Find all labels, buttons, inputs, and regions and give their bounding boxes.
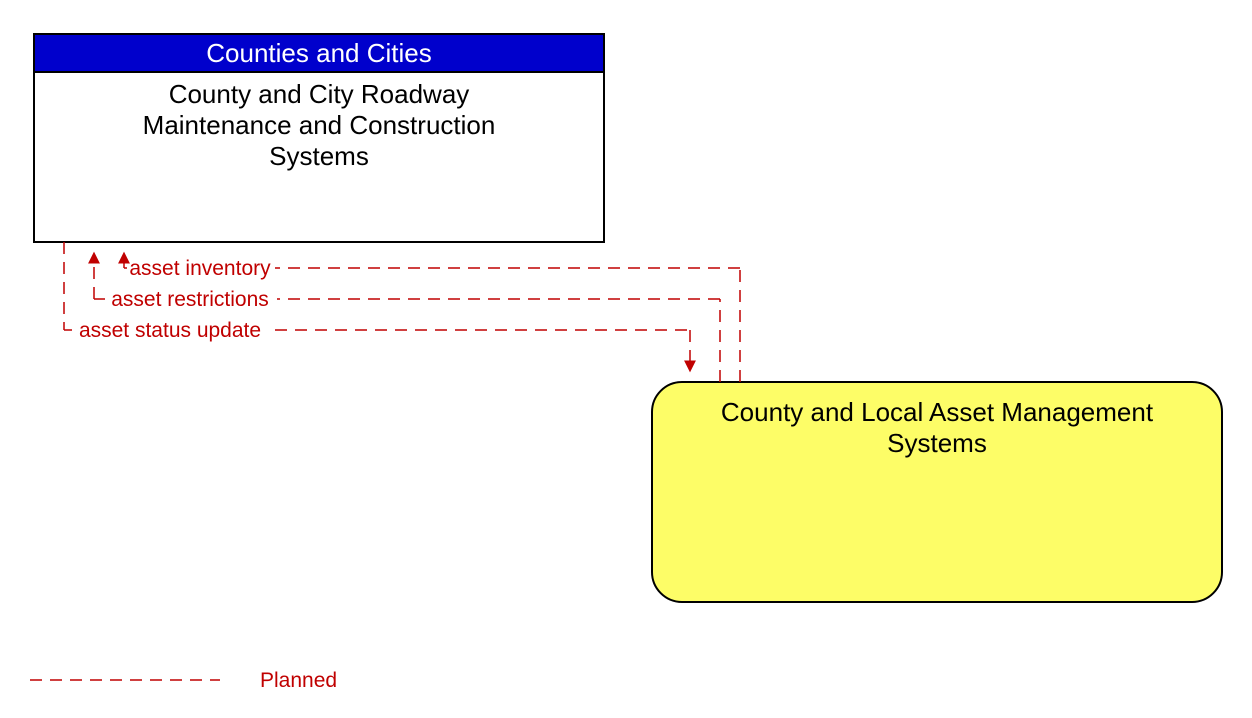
top-box-body-line: Maintenance and Construction: [143, 110, 496, 140]
flow-label: asset restrictions: [111, 288, 269, 311]
county-city-roadway-box: Counties and Cities County and City Roadw…: [34, 34, 604, 242]
flow-asset-inventory: asset inventory: [124, 254, 740, 382]
top-box-body-line: Systems: [269, 141, 369, 171]
flow-label: asset status update: [79, 319, 261, 342]
flow-label: asset inventory: [129, 257, 271, 280]
top-box-body-line: County and City Roadway: [169, 79, 470, 109]
bottom-box-body-line: County and Local Asset Management: [721, 397, 1154, 427]
top-box-header-text: Counties and Cities: [206, 38, 431, 68]
legend: Planned: [30, 669, 337, 692]
architecture-diagram: Counties and Cities County and City Roadw…: [0, 0, 1252, 718]
legend-label: Planned: [260, 669, 337, 692]
bottom-box-body-line: Systems: [887, 428, 987, 458]
asset-management-box: County and Local Asset ManagementSystems: [652, 382, 1222, 602]
